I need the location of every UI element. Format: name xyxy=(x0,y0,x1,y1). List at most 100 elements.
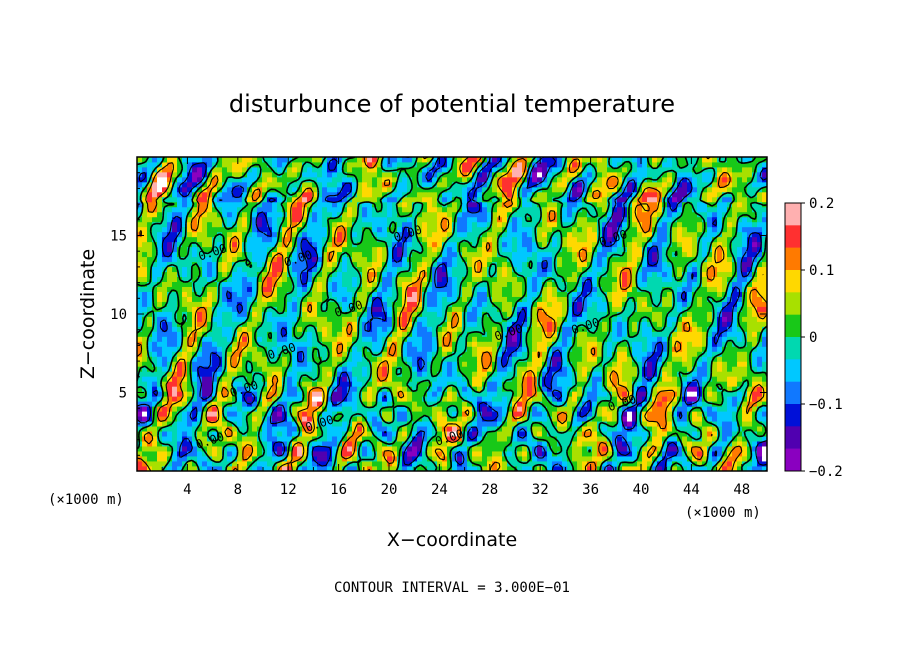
heatmap-cell xyxy=(162,436,168,442)
heatmap-cell xyxy=(312,391,318,397)
heatmap-cell xyxy=(367,456,373,462)
heatmap-cell xyxy=(177,351,183,357)
heatmap-cell xyxy=(347,271,353,278)
heatmap-cell xyxy=(752,456,758,462)
heatmap-cell xyxy=(557,351,563,357)
heatmap-cell xyxy=(172,326,178,332)
heatmap-cell xyxy=(382,271,388,278)
heatmap-cell xyxy=(312,311,318,317)
heatmap-cell xyxy=(307,401,313,407)
heatmap-cell xyxy=(617,341,623,347)
heatmap-cell xyxy=(587,366,593,372)
heatmap-cell xyxy=(442,291,448,297)
heatmap-cell xyxy=(272,411,278,417)
heatmap-cell xyxy=(467,381,473,387)
heatmap-cell xyxy=(447,441,453,447)
heatmap-cell xyxy=(177,371,183,377)
heatmap-cell xyxy=(452,411,458,417)
heatmap-cell xyxy=(652,411,658,417)
heatmap-cell xyxy=(272,276,278,282)
heatmap-cell xyxy=(707,461,713,467)
heatmap-cell xyxy=(267,356,273,362)
heatmap-cell xyxy=(412,336,418,342)
heatmap-cell xyxy=(572,391,578,397)
heatmap-cell xyxy=(422,436,428,442)
heatmap-cell xyxy=(617,416,623,422)
heatmap-cell xyxy=(557,361,563,367)
heatmap-cell xyxy=(212,461,218,467)
heatmap-cell xyxy=(317,456,323,462)
heatmap-cell xyxy=(712,371,718,377)
heatmap-cell xyxy=(227,331,233,337)
heatmap-cell xyxy=(217,271,223,278)
heatmap-cell xyxy=(632,421,638,427)
heatmap-cell xyxy=(197,416,203,422)
heatmap-cell xyxy=(542,336,548,342)
heatmap-cell xyxy=(387,271,393,278)
heatmap-cell xyxy=(722,411,728,417)
heatmap-cell xyxy=(547,376,553,382)
heatmap-cell xyxy=(157,456,163,462)
heatmap-cell xyxy=(522,441,528,447)
heatmap-cell xyxy=(457,316,463,322)
heatmap-cell xyxy=(317,306,323,312)
heatmap-cell xyxy=(402,466,408,471)
heatmap-cell xyxy=(137,381,143,387)
heatmap-cell xyxy=(567,356,573,362)
heatmap-cell xyxy=(137,316,143,322)
heatmap-cell xyxy=(337,426,343,432)
heatmap-cell xyxy=(327,286,333,292)
heatmap-cell xyxy=(297,331,303,337)
heatmap-cell xyxy=(652,376,658,382)
heatmap-cell xyxy=(442,436,448,442)
heatmap-cell xyxy=(317,331,323,337)
heatmap-cell xyxy=(662,351,668,357)
heatmap-cell xyxy=(327,276,333,282)
heatmap-cell xyxy=(152,326,158,332)
heatmap-cell xyxy=(472,426,478,432)
heatmap-cell xyxy=(627,291,633,297)
heatmap-cell xyxy=(227,421,233,427)
heatmap-cell xyxy=(552,411,558,417)
heatmap-cell xyxy=(217,386,223,392)
heatmap-cell xyxy=(302,316,308,322)
heatmap-cell xyxy=(432,311,438,317)
heatmap-cell xyxy=(367,411,373,417)
heatmap-cell xyxy=(562,411,568,417)
heatmap-cell xyxy=(492,436,498,442)
heatmap-cell xyxy=(582,466,588,471)
heatmap-cell xyxy=(302,346,308,352)
heatmap-cell xyxy=(242,296,248,302)
heatmap-cell xyxy=(267,271,273,278)
heatmap-cell xyxy=(332,281,338,287)
heatmap-cell xyxy=(657,326,663,332)
heatmap-cell xyxy=(352,291,358,297)
heatmap-cell xyxy=(697,381,703,387)
heatmap-cell xyxy=(487,436,493,442)
heatmap-cell xyxy=(397,416,403,422)
heatmap-cell xyxy=(242,311,248,317)
heatmap-cell xyxy=(282,286,288,292)
heatmap-cell xyxy=(272,351,278,357)
heatmap-cell xyxy=(437,351,443,357)
heatmap-cell xyxy=(227,311,233,317)
heatmap-cell xyxy=(662,431,668,437)
heatmap-cell xyxy=(577,296,583,302)
heatmap-cell xyxy=(277,401,283,407)
heatmap-cell xyxy=(157,411,163,417)
heatmap-cell xyxy=(297,466,303,471)
heatmap-cell xyxy=(332,276,338,282)
heatmap-cell xyxy=(267,376,273,382)
heatmap-cell xyxy=(367,381,373,387)
heatmap-cell xyxy=(762,406,767,412)
heatmap-cell xyxy=(162,351,168,357)
heatmap-cell xyxy=(232,321,238,327)
heatmap-cell xyxy=(282,466,288,471)
heatmap-cell xyxy=(582,426,588,432)
heatmap-cell xyxy=(232,301,238,307)
heatmap-cell xyxy=(647,306,653,312)
heatmap-cell xyxy=(187,456,193,462)
heatmap-cell xyxy=(392,386,398,392)
heatmap-cell xyxy=(497,381,503,387)
